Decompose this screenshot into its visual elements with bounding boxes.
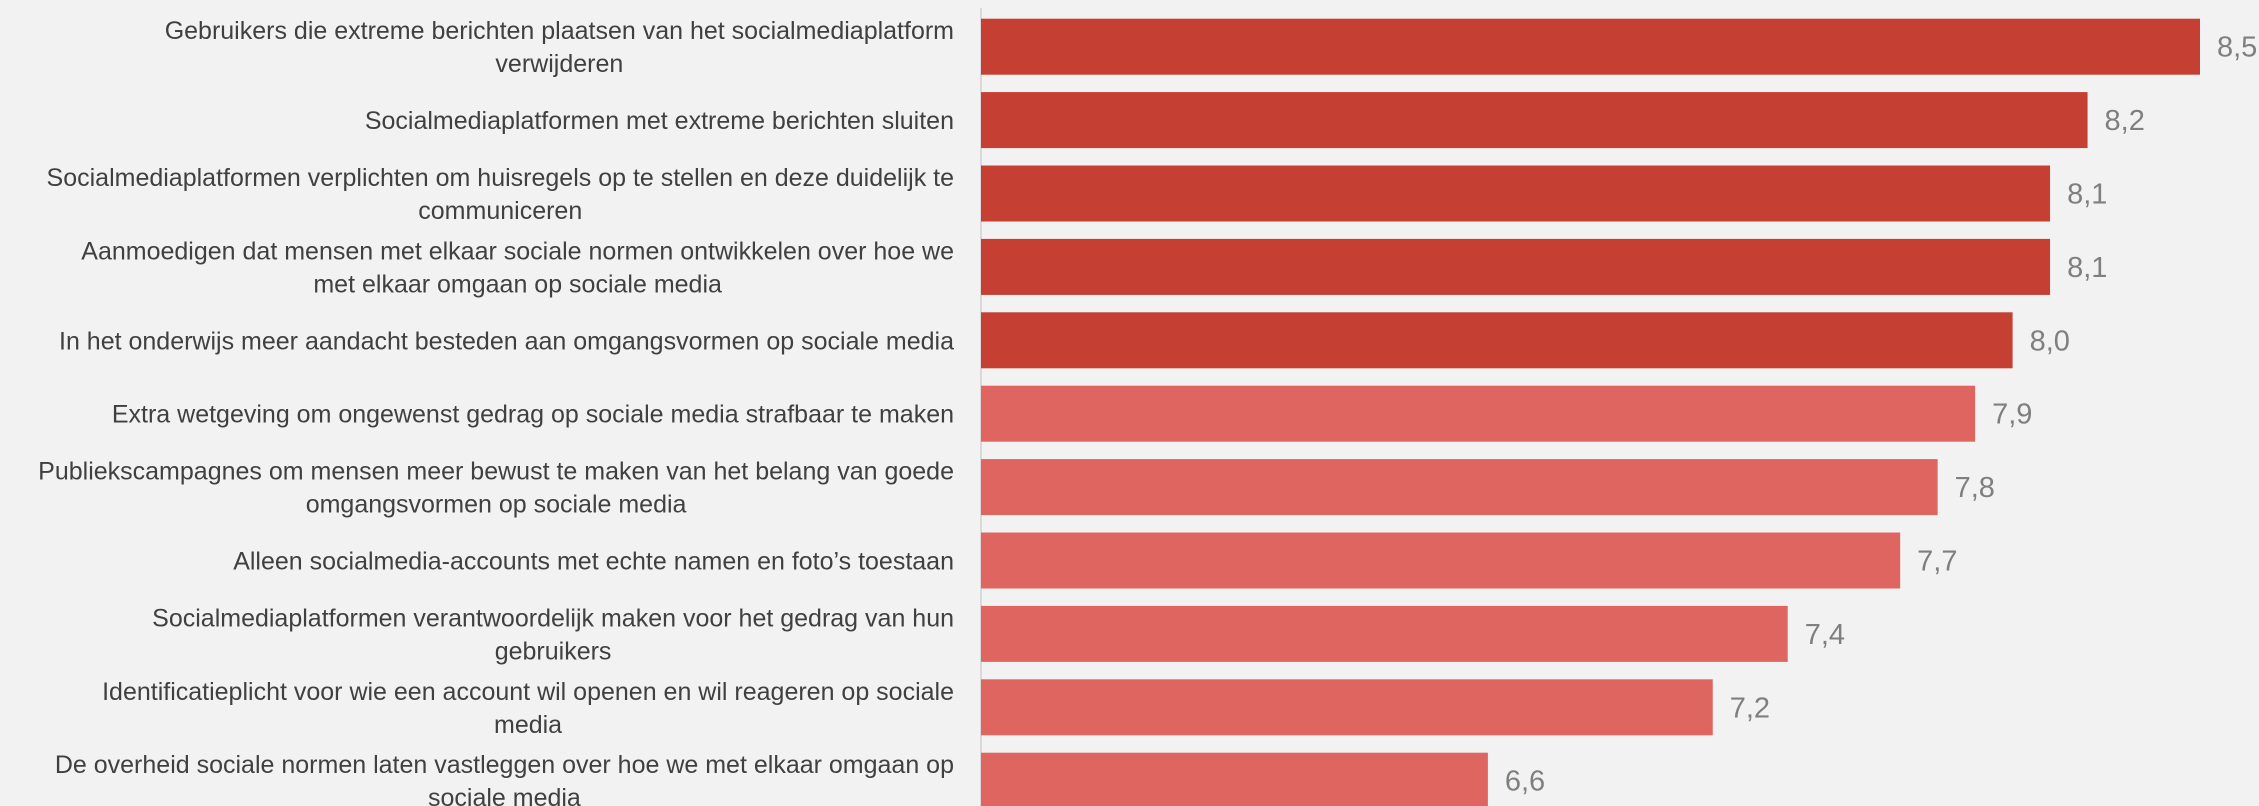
category-label-3: Socialmediaplatformen verplichten om hui… [47, 164, 954, 225]
category-label-5: In het onderwijs meer aandacht besteden … [59, 327, 954, 355]
value-label-4: 8,1 [2067, 252, 2107, 284]
category-label-1: Gebruikers die extreme berichten plaatse… [165, 17, 954, 78]
category-label-8: Alleen socialmedia-accounts met echte na… [233, 548, 954, 576]
category-label-line: Publiekscampagnes om mensen meer bewust … [38, 458, 954, 486]
category-labels: Gebruikers die extreme berichten plaatse… [38, 17, 954, 806]
bar-11 [981, 752, 1488, 806]
value-label-11: 6,6 [1505, 766, 1545, 798]
category-label-line: Aanmoedigen dat mensen met elkaar social… [81, 237, 954, 265]
category-label-9: Socialmediaplatformen verantwoordelijk m… [152, 604, 954, 665]
value-label-1: 8,5 [2217, 32, 2257, 64]
bar-6 [981, 385, 1976, 442]
value-label-6: 7,9 [1992, 399, 2032, 431]
category-label-line: De overheid sociale normen laten vastleg… [55, 751, 954, 779]
category-label-7: Publiekscampagnes om mensen meer bewust … [38, 458, 954, 519]
category-label-4: Aanmoedigen dat mensen met elkaar social… [81, 237, 954, 298]
category-label-line: Gebruikers die extreme berichten plaatse… [165, 17, 954, 45]
bar-2 [981, 92, 2088, 149]
bar-4 [981, 238, 2051, 295]
category-label-line: Socialmediaplatformen verplichten om hui… [47, 164, 954, 192]
category-label-line: gebruikers [495, 637, 612, 665]
bar-10 [981, 679, 1713, 736]
category-label-10: Identificatieplicht voor wie een account… [102, 678, 954, 739]
category-label-6: Extra wetgeving om ongewenst gedrag op s… [112, 401, 954, 429]
category-label-line: omgangsvormen op sociale media [306, 491, 687, 519]
category-label-line: verwijderen [495, 50, 623, 78]
bars-layer [981, 18, 2200, 806]
bar-3 [981, 165, 2051, 222]
value-label-8: 7,7 [1917, 546, 1957, 578]
value-label-7: 7,8 [1955, 472, 1995, 504]
value-label-9: 7,4 [1805, 619, 1845, 651]
category-label-line: Identificatieplicht voor wie een account… [102, 678, 954, 706]
category-label-line: communiceren [418, 197, 582, 225]
bar-5 [981, 312, 2013, 369]
category-label-line: media [494, 711, 562, 739]
bar-7 [981, 459, 1938, 516]
category-label-line: Socialmediaplatformen verantwoordelijk m… [152, 604, 954, 632]
value-label-2: 8,2 [2105, 105, 2145, 137]
category-label-11: De overheid sociale normen laten vastleg… [55, 751, 954, 806]
value-labels: 8,5 8,2 8,1 8,1 8,0 7,9 7,8 7,7 7,4 7,2 6,6 [1505, 32, 2257, 798]
bar-9 [981, 605, 1788, 662]
bar-1 [981, 18, 2200, 75]
value-label-5: 8,0 [2030, 325, 2070, 357]
category-label-line: met elkaar omgaan op sociale media [313, 270, 722, 298]
category-label-line: sociale media [428, 784, 581, 806]
category-label-2: Socialmediaplatformen met extreme berich… [365, 107, 954, 135]
value-label-10: 7,2 [1730, 692, 1770, 724]
bar-8 [981, 532, 1901, 589]
value-label-3: 8,1 [2067, 179, 2107, 211]
